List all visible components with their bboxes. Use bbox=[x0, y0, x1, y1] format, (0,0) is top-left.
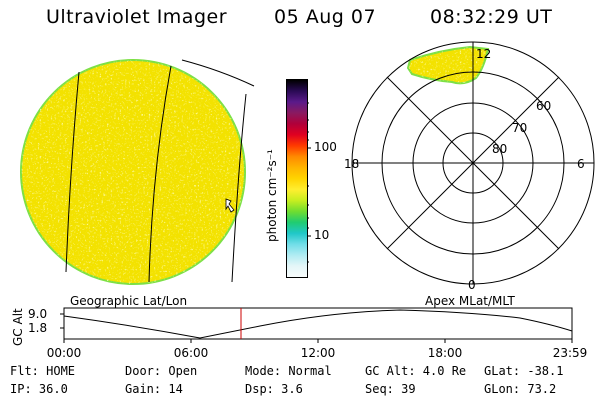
mlt-label-0: 0 bbox=[468, 278, 476, 292]
colorbar-tick-10: 10 bbox=[314, 228, 330, 242]
flight-status: Flt: HOME bbox=[10, 364, 76, 378]
altitude-curve bbox=[63, 309, 573, 339]
geographic-title: Geographic Lat/Lon bbox=[70, 294, 188, 308]
color-bar bbox=[286, 79, 308, 278]
mlat-label-60: 60 bbox=[536, 99, 551, 113]
time-tick-2359: 23:59 bbox=[553, 346, 588, 360]
time-tick-0000: 00:00 bbox=[47, 346, 82, 360]
geographic-longitude: GLon: 73.2 bbox=[484, 382, 557, 396]
gc-altitude: GC Alt: 4.0 Re bbox=[365, 364, 467, 378]
sequence-number: Seq: 39 bbox=[365, 382, 416, 396]
geographic-latitude: GLat: -38.1 bbox=[484, 364, 564, 378]
mode-status: Mode: Normal bbox=[245, 364, 332, 378]
colorbar-tick-100: 100 bbox=[314, 140, 337, 154]
mlat-label-70: 70 bbox=[512, 121, 527, 135]
time-tick-1800: 18:00 bbox=[428, 346, 463, 360]
door-status: Door: Open bbox=[125, 364, 198, 378]
altitude-axis-label: GC Alt bbox=[11, 308, 25, 346]
polar-grid bbox=[351, 41, 595, 285]
apex-title: Apex MLat/MLT bbox=[425, 294, 515, 308]
cursor-icon bbox=[225, 198, 235, 213]
time-tick-0600: 06:00 bbox=[174, 346, 209, 360]
mlt-label-18: 18 bbox=[344, 157, 359, 171]
mlt-label-6: 6 bbox=[577, 157, 585, 171]
date-label: 05 Aug 07 bbox=[274, 6, 377, 28]
dsp-value: Dsp: 3.6 bbox=[245, 382, 303, 396]
y-tick-high: 9.0 bbox=[28, 307, 47, 321]
time-label: 08:32:29 UT bbox=[430, 6, 553, 28]
longitude-lines bbox=[65, 59, 255, 283]
y-tick-low: 1.8 bbox=[28, 321, 47, 335]
gain-value: Gain: 14 bbox=[125, 382, 183, 396]
mlt-label-12: 12 bbox=[476, 47, 491, 61]
mlat-label-80: 80 bbox=[492, 142, 507, 156]
time-tick-1200: 12:00 bbox=[301, 346, 336, 360]
app-title: Ultraviolet Imager bbox=[46, 6, 228, 28]
ip-value: IP: 36.0 bbox=[10, 382, 68, 396]
